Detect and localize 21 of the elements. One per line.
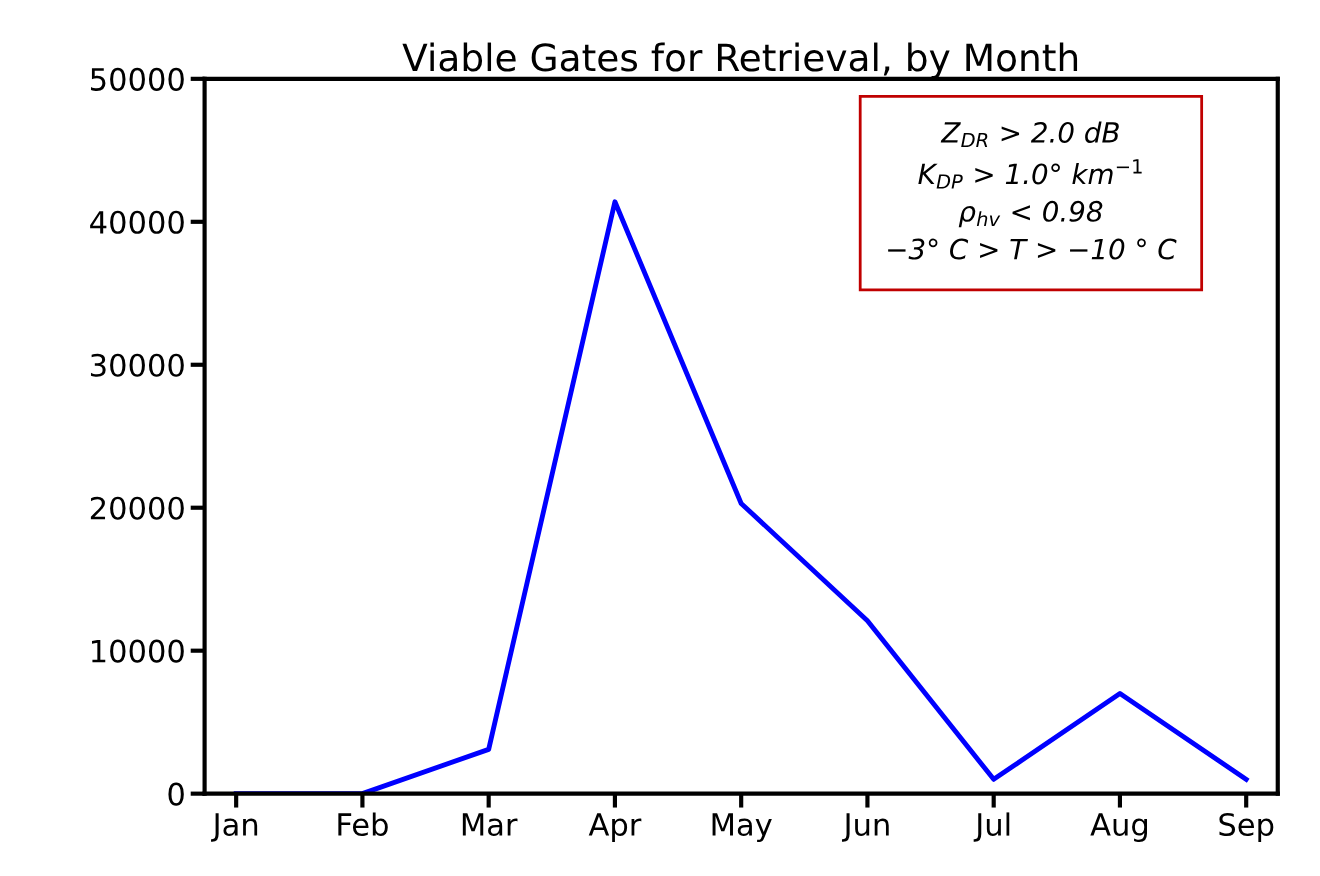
x-tick-label: Aug	[1090, 813, 1147, 842]
annotation: K$_{DP}$ > 1.0° km$^{−1}$	[918, 159, 1142, 189]
x-tick-label: Jul	[973, 812, 1010, 842]
annotation: ρ$_{hv}$ < 0.98	[958, 200, 1103, 228]
x-tick-label: May	[712, 813, 772, 842]
x-tick-label: Jan	[211, 813, 258, 842]
y-tick-label: 10000	[92, 639, 184, 663]
line-series	[233, 199, 1249, 794]
y-tick-label: 50000	[91, 67, 184, 91]
y-tick-label: 40000	[90, 210, 184, 234]
annotation: Z$_{DR}$ > 2.0 dB	[940, 121, 1119, 148]
annotation: −3° C > T > −10 ° C	[888, 238, 1177, 260]
x-tick-label: Apr	[588, 813, 642, 842]
x-tick-label: Jun	[841, 813, 889, 842]
x-tick-label: Mar	[462, 813, 518, 837]
chart-title: Viable Gates for Retrieval, by Month	[402, 42, 1078, 79]
y-tick-label: 20000	[90, 496, 184, 520]
x-tick-label: Sep	[1219, 812, 1274, 842]
y-tick-label: 0	[168, 782, 184, 806]
x-tick-label: Feb	[338, 812, 388, 837]
y-tick-label: 30000	[90, 353, 184, 377]
